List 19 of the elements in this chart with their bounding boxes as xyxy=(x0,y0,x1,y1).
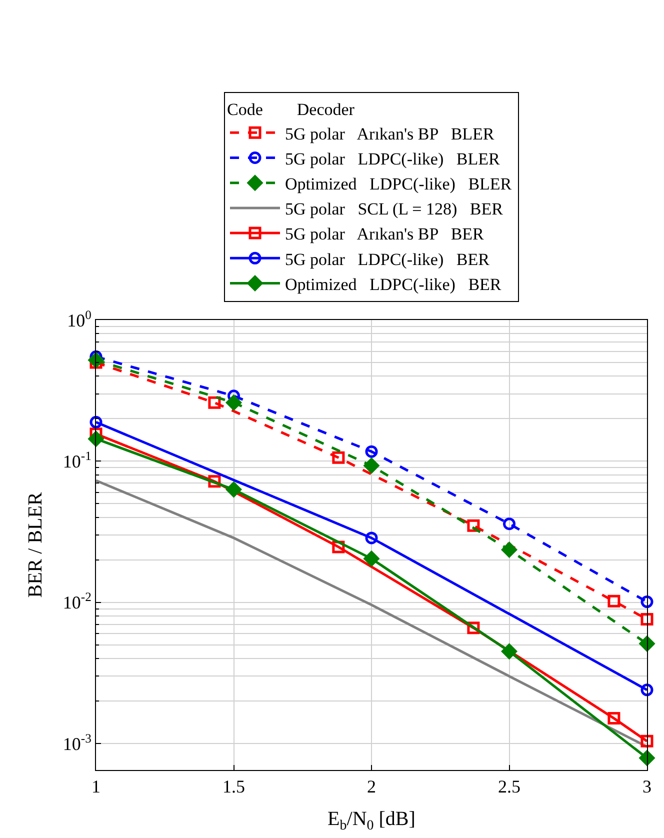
y-tick-label: 10$^{-2}$ xyxy=(62,590,92,613)
y-axis-title: BER / BLER xyxy=(24,492,46,598)
legend-label: Optimized LDPC(-like) BER xyxy=(285,274,502,294)
y-tick-label: 10$^{-1}$ xyxy=(62,448,92,472)
x-tick-label: 2 xyxy=(367,776,376,797)
x-tick-label: 2.5 xyxy=(498,776,520,797)
y-tick-label: 10$^{0}$ xyxy=(67,308,92,330)
legend-label: 5G polar SCL (L = 128) BER xyxy=(285,200,504,219)
x-axis-title: E$_{b}$/N$_{0}$ [dB] xyxy=(328,808,416,834)
x-tick-label: 3 xyxy=(642,776,652,797)
y-tick-label: 10$^{-3}$ xyxy=(62,731,92,754)
legend-label: Optimized LDPC(-like) BLER xyxy=(285,174,512,194)
x-tick-label: 1.5 xyxy=(222,776,245,797)
legend-label: 5G polar LDPC(-like) BER xyxy=(285,250,490,269)
legend-title: Code Decoder xyxy=(227,100,355,120)
x-tick-label: 1 xyxy=(92,776,100,797)
legend-label: 5G polar Arıkan's BP BER xyxy=(285,224,485,244)
legend-label: 5G polar LDPC(-like) BLER xyxy=(285,149,500,168)
legend-label: 5G polar Arıkan's BP BLER xyxy=(285,124,495,144)
